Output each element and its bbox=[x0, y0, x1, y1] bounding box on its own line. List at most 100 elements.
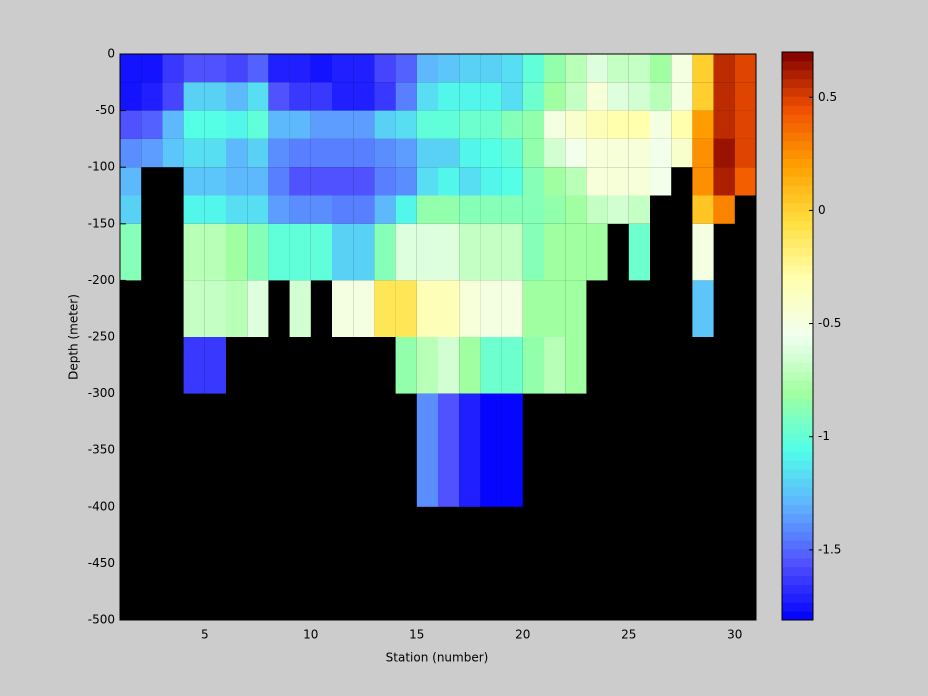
heatmap-cell bbox=[183, 167, 205, 196]
heatmap-cell bbox=[353, 82, 375, 111]
heatmap-cell bbox=[310, 195, 332, 224]
heatmap-cell bbox=[692, 280, 714, 337]
heatmap-cell bbox=[438, 393, 460, 507]
heatmap-cell bbox=[268, 223, 290, 281]
colorbar-step bbox=[782, 149, 813, 159]
heatmap-cell bbox=[544, 138, 566, 168]
heatmap-cell bbox=[120, 138, 142, 168]
colorbar-step bbox=[782, 114, 813, 124]
colorbar-step bbox=[782, 540, 813, 550]
heatmap-cell bbox=[522, 110, 544, 139]
heatmap-cell bbox=[586, 138, 608, 168]
colorbar-step bbox=[782, 362, 813, 372]
heatmap-cell bbox=[353, 54, 375, 83]
colorbar-step bbox=[782, 398, 813, 408]
heatmap-cell bbox=[374, 167, 396, 196]
colorbar-step bbox=[782, 238, 813, 248]
heatmap-cell bbox=[501, 54, 523, 83]
heatmap-cell bbox=[438, 195, 460, 224]
heatmap-cell bbox=[204, 110, 226, 139]
heatmap-cell bbox=[120, 110, 142, 139]
heatmap-cell bbox=[416, 138, 438, 168]
heatmap-cell bbox=[353, 167, 375, 196]
heatmap-cell bbox=[289, 110, 311, 139]
heatmap-cell bbox=[586, 54, 608, 83]
colorbar-step bbox=[782, 123, 813, 133]
heatmap-cell bbox=[607, 110, 629, 139]
heatmap-cell bbox=[247, 82, 269, 111]
heatmap-cell bbox=[480, 54, 502, 83]
colorbar-step bbox=[782, 69, 813, 80]
heatmap-cell bbox=[650, 82, 672, 111]
y-axis-label: Depth (meter) bbox=[67, 294, 81, 380]
colorbar-step bbox=[782, 575, 813, 585]
colorbar-step bbox=[782, 211, 813, 222]
heatmap-cell bbox=[734, 138, 756, 168]
heatmap-cell bbox=[480, 195, 502, 224]
colorbar-step bbox=[782, 478, 813, 488]
heatmap-cell bbox=[310, 138, 332, 168]
heatmap-cell bbox=[332, 195, 354, 224]
colorbar-step bbox=[782, 415, 813, 426]
heatmap-cell bbox=[544, 280, 566, 337]
colorbar-step bbox=[782, 131, 813, 142]
colorbar-step bbox=[782, 424, 813, 435]
heatmap-cell bbox=[544, 54, 566, 83]
heatmap-cell bbox=[289, 280, 311, 337]
heatmap-cell bbox=[480, 280, 502, 337]
colorbar-step bbox=[782, 522, 813, 532]
heatmap-cell bbox=[374, 54, 396, 83]
heatmap-cell bbox=[734, 54, 756, 83]
heatmap-cell bbox=[671, 138, 693, 168]
heatmap-cell bbox=[183, 337, 205, 394]
heatmap-cell bbox=[416, 54, 438, 83]
heatmap-cell bbox=[544, 110, 566, 139]
heatmap-cell bbox=[268, 54, 290, 83]
heatmap-cell bbox=[395, 110, 417, 139]
heatmap-cell bbox=[247, 280, 269, 337]
heatmap-cell bbox=[565, 54, 587, 83]
heatmap-cell bbox=[607, 54, 629, 83]
heatmap-cell bbox=[544, 337, 566, 394]
heatmap-cell bbox=[713, 110, 735, 139]
heatmap-cell bbox=[565, 195, 587, 224]
colorbar-step bbox=[782, 495, 813, 506]
heatmap-cell bbox=[289, 82, 311, 111]
heatmap-cell bbox=[310, 223, 332, 281]
heatmap-cell bbox=[268, 82, 290, 111]
heatmap-cell bbox=[120, 82, 142, 111]
heatmap-cell bbox=[268, 167, 290, 196]
heatmap-cell bbox=[692, 110, 714, 139]
heatmap-cell bbox=[501, 138, 523, 168]
heatmap-cell bbox=[459, 167, 481, 196]
heatmap-cell bbox=[247, 167, 269, 196]
heatmap-cell bbox=[310, 54, 332, 83]
heatmap-cell bbox=[226, 167, 248, 196]
x-tick-label: 25 bbox=[621, 628, 636, 642]
heatmap-cell bbox=[332, 138, 354, 168]
colorbar-step bbox=[782, 96, 813, 106]
heatmap-cell bbox=[480, 337, 502, 394]
heatmap-cell bbox=[416, 195, 438, 224]
heatmap-cell bbox=[226, 138, 248, 168]
heatmap-cell bbox=[713, 54, 735, 83]
heatmap-cell bbox=[438, 110, 460, 139]
colorbar-step bbox=[782, 451, 813, 461]
colorbar-step bbox=[782, 140, 813, 151]
heatmap-cell bbox=[204, 195, 226, 224]
y-tick-label: -250 bbox=[88, 330, 115, 344]
x-tick-label: 30 bbox=[727, 628, 742, 642]
heatmap-cell bbox=[459, 280, 481, 337]
heatmap-cell bbox=[586, 167, 608, 196]
heatmap-cell bbox=[374, 223, 396, 281]
heatmap-cell bbox=[374, 110, 396, 139]
colorbar-step bbox=[782, 344, 813, 355]
heatmap-cell bbox=[459, 138, 481, 168]
heatmap-cell bbox=[310, 167, 332, 196]
heatmap-cell bbox=[522, 337, 544, 394]
heatmap-cell bbox=[650, 167, 672, 196]
colorbar-step bbox=[782, 220, 813, 230]
colorbar-step bbox=[782, 602, 813, 612]
heatmap-cell bbox=[628, 138, 650, 168]
